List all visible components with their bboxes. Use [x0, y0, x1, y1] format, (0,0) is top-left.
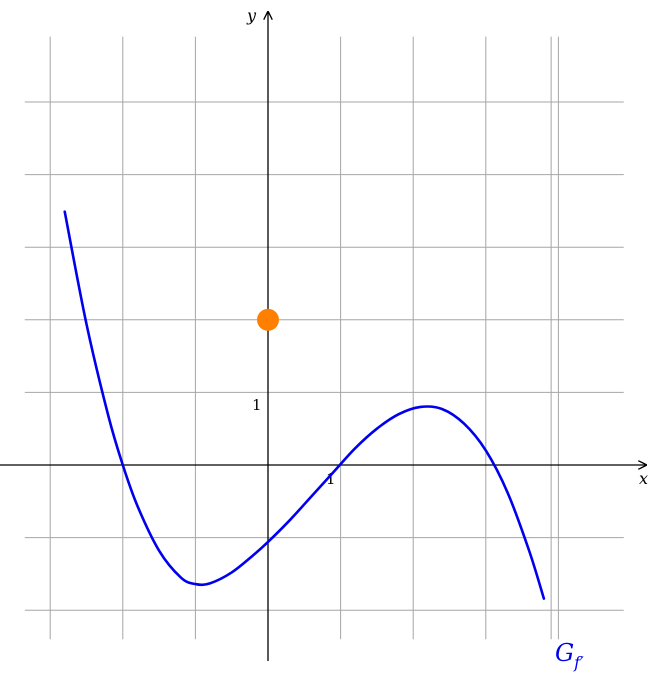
curve-label-main: G	[555, 639, 574, 667]
grid	[24, 36, 624, 640]
curve-label: Gf′	[555, 639, 584, 672]
y-axis-label: y	[246, 6, 257, 25]
curve-g-f-prime	[63, 210, 546, 600]
highlighted-point	[257, 308, 279, 331]
curve-label-subscript: f′	[573, 653, 584, 672]
x-axis-label: x	[639, 469, 648, 488]
x-tick-label: 1	[326, 470, 336, 488]
y-tick-label: 1	[252, 396, 262, 414]
